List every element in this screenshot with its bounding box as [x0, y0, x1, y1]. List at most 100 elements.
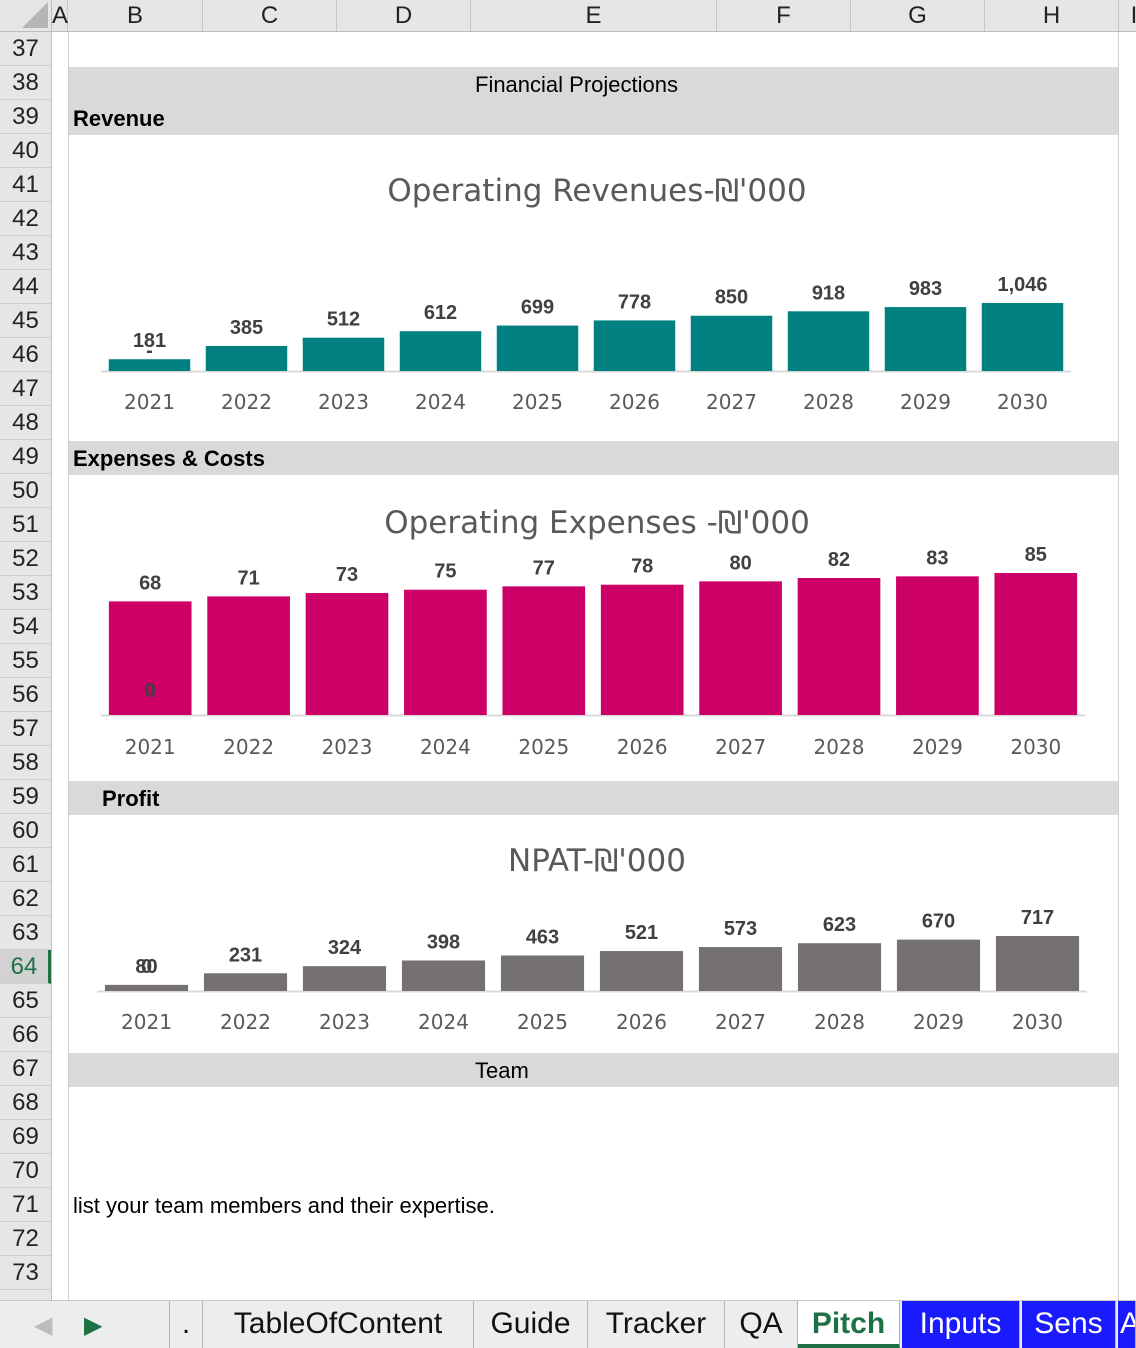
tab-inputs[interactable]: Inputs	[902, 1301, 1020, 1348]
expenses-chart[interactable]: Operating Expenses -₪'000 68 2021 0 71 2022 73…	[69, 475, 1118, 780]
revenue-bar-2029	[884, 307, 967, 371]
column-header-h[interactable]: H	[985, 0, 1119, 31]
row-header-45[interactable]: 45	[0, 304, 51, 338]
revenue-bar-2024	[399, 331, 482, 371]
row-header-38[interactable]: 38	[0, 66, 51, 100]
npat-category-2021: 2021	[121, 1010, 172, 1034]
row-header-71[interactable]: 71	[0, 1188, 51, 1222]
revenue-chart[interactable]: Operating Revenues-₪'000 181 2021 - 385 2022 5…	[69, 135, 1118, 440]
column-header-c[interactable]: C	[203, 0, 337, 31]
row-header-41[interactable]: 41	[0, 168, 51, 202]
revenue-category-2029: 2029	[900, 390, 951, 414]
tab-tracker[interactable]: Tracker	[588, 1301, 725, 1348]
tab-a[interactable]: A	[1118, 1301, 1136, 1348]
row-header-44[interactable]: 44	[0, 270, 51, 304]
row-header-52[interactable]: 52	[0, 542, 51, 576]
row-header-40[interactable]: 40	[0, 134, 51, 168]
column-header-i[interactable]: I	[1130, 2, 1136, 29]
expense-data-label-2026: 78	[631, 556, 653, 578]
next-sheet-arrow-icon[interactable]: ▶	[84, 1312, 103, 1339]
revenue-data-label-2028: 918	[812, 282, 845, 304]
revenue-heading: Revenue	[73, 106, 165, 131]
prev-sheet-arrow-icon[interactable]: ◀	[34, 1312, 53, 1339]
row-header-64[interactable]: 64	[0, 950, 51, 984]
row-header-46[interactable]: 46	[0, 338, 51, 372]
npat-bar-2028	[797, 943, 882, 991]
row-header-63[interactable]: 63	[0, 916, 51, 950]
tab-tableofcontent[interactable]: TableOfContent	[203, 1301, 474, 1348]
row-headers: 37 38 39 40 41 42 43 44 45 46 47 48 49 50 51 52 53 54 55 56…	[0, 32, 52, 1300]
column-header-b[interactable]: B	[68, 0, 203, 31]
revenue-bar-2027	[690, 315, 773, 371]
row-header-65[interactable]: 65	[0, 984, 51, 1018]
expense-bar-2022	[207, 596, 290, 715]
revenue-data-label-2024: 612	[424, 302, 457, 324]
revenue-category-2027: 2027	[706, 390, 757, 414]
expense-bar-2023	[305, 593, 389, 715]
column-header-d[interactable]: D	[337, 0, 471, 31]
revenue-bar-2030	[981, 303, 1064, 371]
row-header-58[interactable]: 58	[0, 746, 51, 780]
row-header-56[interactable]: 56	[0, 678, 51, 712]
row-header-42[interactable]: 42	[0, 202, 51, 236]
column-header-a[interactable]: A	[52, 0, 69, 31]
column-headers: A B C D E F G H I	[52, 0, 1136, 32]
npat-bar-2021	[104, 984, 189, 991]
row-header-49[interactable]: 49	[0, 440, 51, 474]
tab-qa[interactable]: QA	[725, 1301, 798, 1348]
npat-data-label-2021: 80	[135, 956, 157, 978]
select-all-triangle	[22, 2, 48, 28]
row-header-68[interactable]: 68	[0, 1086, 51, 1120]
revenue-data-label-2026: 778	[618, 291, 651, 313]
row-header-47[interactable]: 47	[0, 372, 51, 406]
row-header-43[interactable]: 43	[0, 236, 51, 270]
row-header-54[interactable]: 54	[0, 610, 51, 644]
expense-data-label-2027: 80	[729, 552, 751, 574]
row-header-53[interactable]: 53	[0, 576, 51, 610]
row-header-73[interactable]: 73	[0, 1256, 51, 1290]
npat-category-2025: 2025	[517, 1010, 568, 1034]
row-header-57[interactable]: 57	[0, 712, 51, 746]
expense-data-label-2025: 77	[533, 557, 555, 579]
row-header-67[interactable]: 67	[0, 1052, 51, 1086]
row-header-69[interactable]: 69	[0, 1120, 51, 1154]
row-header-72[interactable]: 72	[0, 1222, 51, 1256]
row-header-60[interactable]: 60	[0, 814, 51, 848]
expense-category-2024: 2024	[420, 735, 471, 759]
npat-chart[interactable]: NPAT-₪'000 80 2021 0 231 2022 324 2023 398 2024 46…	[69, 816, 1118, 1052]
column-header-f[interactable]: F	[717, 0, 851, 31]
column-header-e[interactable]: E	[471, 0, 717, 31]
expense-extra-label: 0	[145, 680, 156, 702]
row-header-50[interactable]: 50	[0, 474, 51, 508]
npat-bar-2026	[599, 951, 684, 991]
column-header-g[interactable]: G	[851, 0, 985, 31]
row-header-37[interactable]: 37	[0, 32, 51, 66]
npat-category-2029: 2029	[913, 1010, 964, 1034]
tab-pitch[interactable]: Pitch	[798, 1301, 900, 1348]
row-header-70[interactable]: 70	[0, 1154, 51, 1188]
row-header-66[interactable]: 66	[0, 1018, 51, 1052]
select-all-corner[interactable]	[0, 0, 52, 32]
expense-data-label-2024: 75	[434, 561, 456, 583]
npat-bar-2022	[203, 973, 288, 991]
revenue-category-2025: 2025	[512, 390, 563, 414]
team-note-cell[interactable]: list your team members and their experti…	[73, 1193, 495, 1218]
expense-category-2027: 2027	[715, 735, 766, 759]
row-header-39[interactable]: 39	[0, 100, 51, 134]
row-header-55[interactable]: 55	[0, 644, 51, 678]
npat-category-2028: 2028	[814, 1010, 865, 1034]
npat-data-label-2030: 717	[1021, 907, 1054, 929]
row-header-51[interactable]: 51	[0, 508, 51, 542]
expense-bar-2024	[404, 589, 487, 715]
row-header-61[interactable]: 61	[0, 848, 51, 882]
row-header-62[interactable]: 62	[0, 882, 51, 916]
tab-sens[interactable]: Sens	[1022, 1301, 1116, 1348]
row-header-48[interactable]: 48	[0, 406, 51, 440]
row-header-59[interactable]: 59	[0, 780, 51, 814]
npat-category-2022: 2022	[220, 1010, 271, 1034]
npat-category-2030: 2030	[1012, 1010, 1063, 1034]
tab-dot[interactable]: .	[169, 1301, 203, 1348]
npat-data-label-2027: 573	[724, 918, 757, 940]
spreadsheet-grid[interactable]: A B C D E F G H I 37 38 39 40 41 42 43 44 45 46 47…	[0, 0, 1136, 1300]
tab-guide[interactable]: Guide	[474, 1301, 588, 1348]
